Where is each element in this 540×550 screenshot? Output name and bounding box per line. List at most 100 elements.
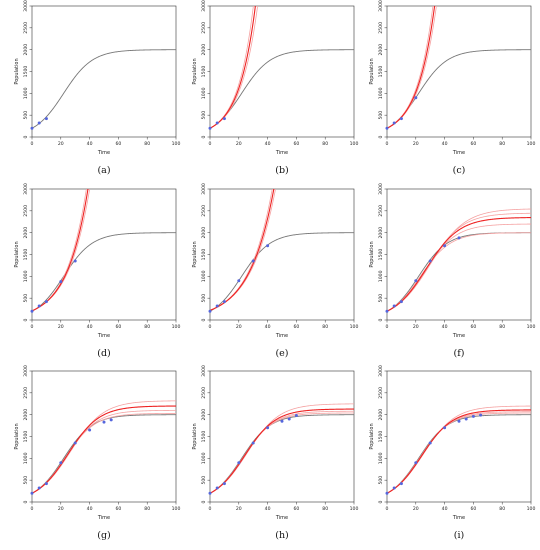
observation-point [457,419,461,423]
y-tick-label: 3000 [23,365,29,377]
y-tick-label: 3000 [23,183,29,195]
y-tick-label: 1500 [378,249,384,261]
y-tick-label: 0 [23,318,29,321]
x-tick-label: 40 [87,141,93,147]
fit-mean-curve [210,408,354,494]
y-axis-label: Population [369,58,375,84]
x-tick-label: 0 [31,141,34,147]
fit-band-curve [210,6,254,129]
x-tick-label: 100 [172,506,181,512]
observation-point [30,126,34,130]
x-tick-label: 100 [350,324,359,330]
x-tick-label: 0 [31,324,34,330]
panel-caption: (b) [275,165,289,176]
observation-point [208,309,212,313]
true-logistic-curve [387,49,531,129]
curve-group [32,189,176,312]
y-axis-label: Population [192,58,198,84]
x-axis-label: Time [452,515,465,521]
fit-band-curve [210,412,354,494]
y-tick-label: 1500 [201,66,207,78]
x-tick-label: 40 [442,324,448,330]
x-axis-label: Time [275,515,288,521]
chart-panel-f: 0 20 40 60 80 100050010001500200025003000Time… [369,183,535,359]
x-tick-label: 80 [144,324,150,330]
y-tick-label: 2000 [378,44,384,56]
curve-group [210,189,354,312]
true-logistic-curve [210,232,354,312]
x-tick-label: 60 [470,506,476,512]
panel-caption: (g) [97,530,111,541]
x-tick-label: 100 [527,141,536,147]
curve-group [387,6,531,129]
x-tick-label: 60 [470,141,476,147]
x-tick-label: 60 [293,506,299,512]
observation-point [428,259,432,263]
x-tick-label: 80 [322,324,328,330]
fit-band-curve [210,410,354,494]
y-tick-label: 0 [23,135,29,138]
x-tick-label: 60 [115,506,121,512]
y-tick-label: 1000 [201,452,207,464]
x-tick-label: 60 [470,324,476,330]
y-axis-label: Population [369,241,375,267]
y-tick-label: 0 [201,500,207,503]
observation-point [266,426,270,430]
y-tick-label: 3000 [378,0,384,12]
plot-frame [209,188,355,321]
x-tick-label: 0 [386,506,389,512]
x-tick-label: 80 [144,506,150,512]
x-tick-label: 100 [172,324,181,330]
y-tick-label: 1500 [201,249,207,261]
x-axis-label: Time [275,150,288,156]
true-logistic-curve [387,232,531,312]
observation-point [222,117,226,121]
chart-panel-i: 0 20 40 60 80 100050010001500200025003000Time… [369,365,535,541]
y-tick-label: 2000 [378,409,384,421]
fit-mean-curve [210,189,275,311]
x-axis-label: Time [452,150,465,156]
observation-point [414,96,418,100]
y-axis-label: Population [14,423,20,449]
panel-caption: (d) [97,348,111,359]
fit-mean-curve [210,6,256,129]
plot-frame [31,5,177,138]
fit-band-curve [387,6,434,129]
y-tick-label: 500 [201,294,207,303]
fit-band-curve [387,208,531,312]
plot-frame [209,5,355,138]
x-tick-label: 0 [31,506,34,512]
observation-point [102,420,106,424]
observation-point [471,414,475,418]
y-tick-label: 0 [378,500,384,503]
x-tick-label: 20 [413,324,419,330]
observation-point [109,418,113,422]
y-tick-label: 3000 [378,365,384,377]
y-tick-label: 1000 [201,270,207,282]
y-tick-label: 0 [23,500,29,503]
y-tick-label: 2000 [201,44,207,56]
observation-point [208,126,212,130]
y-tick-label: 500 [378,294,384,303]
observation-point [399,117,403,121]
fit-band-curve [387,232,531,312]
panel-caption: (h) [275,530,289,541]
x-tick-label: 20 [58,506,64,512]
y-tick-label: 2000 [378,227,384,239]
y-tick-label: 500 [201,111,207,120]
fit-band-curve [387,411,531,494]
chart-panel-e: 0 20 40 60 80 100050010001500200025003000Time… [192,183,359,359]
true-logistic-curve [210,49,354,129]
x-tick-label: 100 [350,141,359,147]
x-tick-label: 40 [442,141,448,147]
observation-point [59,280,63,284]
observation-point [44,482,48,486]
x-tick-label: 60 [115,324,121,330]
y-tick-label: 1500 [23,249,29,261]
true-logistic-curve [32,232,176,312]
observation-point [399,300,403,304]
observation-point [392,486,396,490]
true-logistic-curve [387,414,531,494]
x-axis-label: Time [275,333,288,339]
y-tick-label: 500 [23,476,29,485]
